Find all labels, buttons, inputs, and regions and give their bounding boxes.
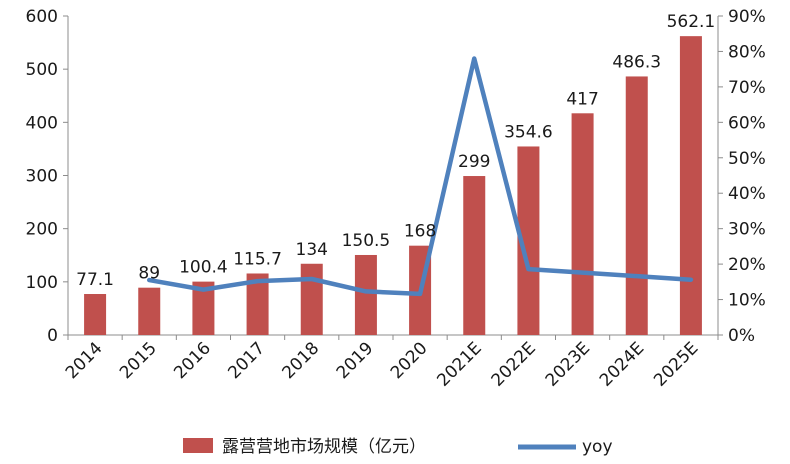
bar-data-label: 77.1 [76, 270, 114, 290]
x-tick-label: 2018 [279, 338, 324, 383]
x-tick-label: 2016 [170, 338, 215, 383]
bar-data-label: 150.5 [342, 231, 391, 251]
yoy-point [526, 267, 530, 271]
y-left-tick-label: 500 [26, 60, 58, 80]
bar-data-label: 115.7 [233, 249, 282, 269]
x-tick-labels: 2014 2015 2016 2017 2018 2019 2020 2021E 2022E 20… [62, 338, 703, 390]
bar-data-label: 89 [138, 264, 160, 284]
y-right-tick-label: 40% [728, 184, 766, 204]
y-right-tick-label: 10% [728, 291, 766, 311]
yoy-point [581, 271, 585, 275]
bar-data-label: 299 [458, 152, 490, 172]
bar [517, 146, 540, 335]
yoy-point [472, 57, 476, 61]
y-right-tick-label: 50% [728, 149, 766, 169]
y-left-tick-label: 600 [26, 7, 58, 27]
y-right-tick-label: 90% [728, 7, 766, 27]
yoy-point [147, 278, 151, 282]
bar-data-label: 134 [296, 240, 328, 260]
x-tick-label: 2023E [542, 338, 594, 390]
axes: 0 100 200 300 400 500 600 0% 10% 20% 30% 40% 50% 60% 7… [26, 7, 766, 346]
data-labels: 77.1 89 100.4 115.7 134 150.5 168 299 354.6 417 48… [76, 12, 715, 290]
y-right-tick-label: 60% [728, 113, 766, 133]
yoy-point [635, 274, 639, 278]
yoy-point [364, 289, 368, 293]
y-left-tick-label: 300 [26, 167, 58, 187]
legend-label-bar: 露营营地市场规模（亿元） [222, 437, 426, 457]
y-right-tick-label: 20% [728, 255, 766, 275]
bar-data-label: 168 [404, 222, 436, 242]
bar [463, 176, 486, 335]
yoy-point [689, 278, 693, 282]
x-tick-label: 2017 [224, 338, 269, 383]
x-tick-label: 2014 [62, 338, 107, 383]
x-tick-label: 2019 [333, 338, 378, 383]
y-left-tick-label: 100 [26, 273, 58, 293]
x-tick-label: 2015 [116, 338, 161, 383]
x-tick-label: 2021E [433, 338, 485, 390]
y-right-tick-label: 0% [728, 326, 755, 346]
y-right-tick-label: 30% [728, 220, 766, 240]
legend-swatch-bar [183, 438, 213, 453]
legend-label-line: yoy [582, 437, 613, 457]
yoy-point [201, 288, 205, 292]
legend: 露营营地市场规模（亿元） yoy [183, 437, 613, 457]
y-left-tick-label: 400 [26, 113, 58, 133]
y-right-tick-label: 80% [728, 42, 766, 62]
bar [571, 113, 594, 335]
yoy-point [418, 292, 422, 296]
bar-data-label: 354.6 [504, 122, 553, 142]
bar [246, 273, 269, 335]
bar-data-label: 417 [566, 89, 598, 109]
bar [300, 263, 323, 335]
x-tick-label: 2020 [387, 338, 432, 383]
bar-data-label: 562.1 [667, 12, 716, 32]
bar [84, 294, 107, 335]
yoy-line [147, 56, 694, 297]
bar-data-label: 486.3 [612, 52, 661, 72]
bar [138, 287, 161, 335]
yoy-point [310, 277, 314, 281]
y-left-tick-label: 0 [47, 326, 58, 346]
bars [84, 36, 702, 335]
x-tick-label: 2024E [596, 338, 648, 390]
bar [679, 36, 702, 335]
x-tick-label: 2025E [650, 338, 702, 390]
bar [625, 76, 648, 335]
yoy-point [256, 279, 260, 283]
y-right-tick-label: 70% [728, 78, 766, 98]
bar [192, 281, 215, 335]
bar [354, 254, 377, 335]
bar-data-label: 100.4 [179, 258, 228, 278]
x-tick-label: 2022E [488, 338, 540, 390]
y-left-tick-label: 200 [26, 220, 58, 240]
